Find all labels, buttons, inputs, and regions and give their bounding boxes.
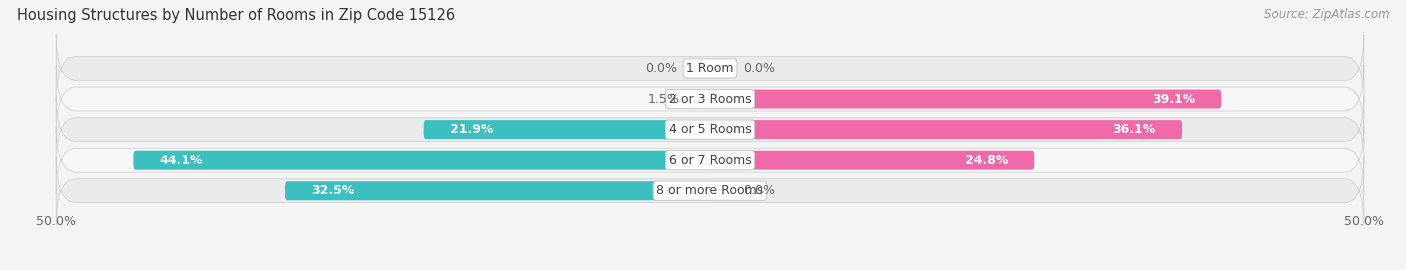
- Text: 4 or 5 Rooms: 4 or 5 Rooms: [669, 123, 751, 136]
- FancyBboxPatch shape: [690, 90, 710, 109]
- FancyBboxPatch shape: [423, 120, 710, 139]
- Text: 44.1%: 44.1%: [159, 154, 202, 167]
- Text: 1.5%: 1.5%: [648, 93, 681, 106]
- FancyBboxPatch shape: [134, 151, 710, 170]
- FancyBboxPatch shape: [710, 90, 1222, 109]
- Text: Source: ZipAtlas.com: Source: ZipAtlas.com: [1264, 8, 1389, 21]
- Text: 0.0%: 0.0%: [742, 184, 775, 197]
- Text: 36.1%: 36.1%: [1112, 123, 1156, 136]
- FancyBboxPatch shape: [285, 181, 710, 200]
- FancyBboxPatch shape: [56, 157, 1364, 225]
- Text: 8 or more Rooms: 8 or more Rooms: [657, 184, 763, 197]
- Text: Housing Structures by Number of Rooms in Zip Code 15126: Housing Structures by Number of Rooms in…: [17, 8, 456, 23]
- Text: 2 or 3 Rooms: 2 or 3 Rooms: [669, 93, 751, 106]
- FancyBboxPatch shape: [710, 185, 737, 196]
- FancyBboxPatch shape: [710, 151, 1035, 170]
- Text: 0.0%: 0.0%: [645, 62, 678, 75]
- FancyBboxPatch shape: [683, 63, 710, 74]
- FancyBboxPatch shape: [710, 63, 737, 74]
- FancyBboxPatch shape: [56, 96, 1364, 164]
- FancyBboxPatch shape: [56, 65, 1364, 133]
- Text: 24.8%: 24.8%: [965, 154, 1008, 167]
- FancyBboxPatch shape: [56, 126, 1364, 194]
- Text: 6 or 7 Rooms: 6 or 7 Rooms: [669, 154, 751, 167]
- Text: 1 Room: 1 Room: [686, 62, 734, 75]
- Text: 0.0%: 0.0%: [742, 62, 775, 75]
- Legend: Owner-occupied, Renter-occupied: Owner-occupied, Renter-occupied: [571, 269, 849, 270]
- Text: 21.9%: 21.9%: [450, 123, 494, 136]
- FancyBboxPatch shape: [56, 35, 1364, 102]
- Text: 39.1%: 39.1%: [1152, 93, 1195, 106]
- Text: 32.5%: 32.5%: [311, 184, 354, 197]
- FancyBboxPatch shape: [710, 120, 1182, 139]
